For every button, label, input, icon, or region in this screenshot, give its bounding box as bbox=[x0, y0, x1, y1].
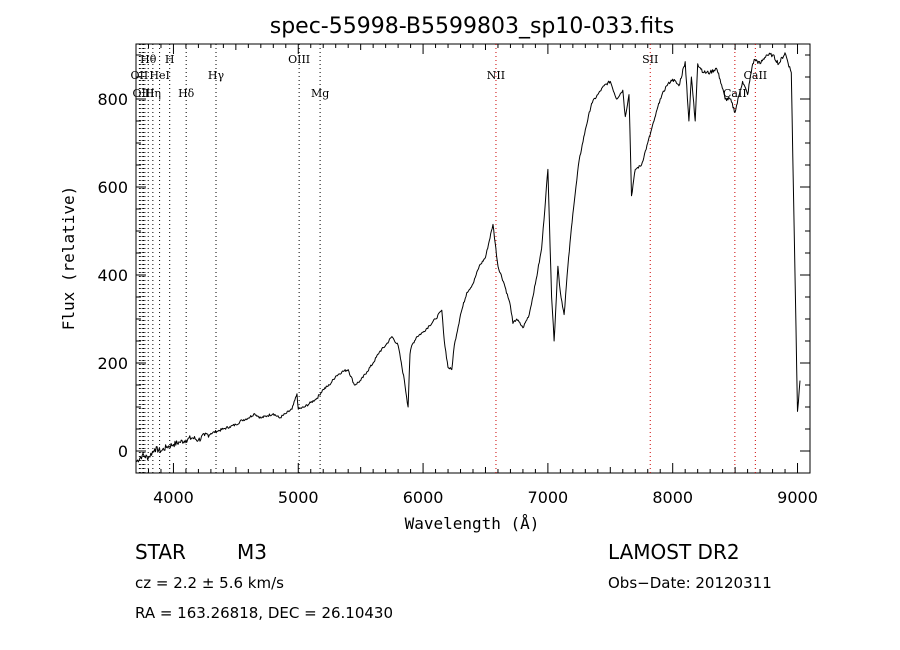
feature-label: NII bbox=[487, 69, 505, 82]
feature-label: Hθ bbox=[140, 53, 157, 66]
observation-date: Obs−Date: 20120311 bbox=[608, 574, 772, 592]
y-tick-label: 200 bbox=[97, 354, 128, 373]
feature-label: OIII bbox=[288, 53, 310, 66]
coordinates-readout: RA = 163.26818, DEC = 26.10430 bbox=[135, 604, 394, 622]
feature-label: Hη bbox=[145, 87, 161, 100]
x-tick-label: 9000 bbox=[777, 488, 818, 507]
y-axis-label: Flux (relative) bbox=[59, 186, 78, 331]
redshift-readout: cz = 2.2 ± 5.6 km/s bbox=[135, 574, 284, 592]
x-axis-label: Wavelength (Å) bbox=[405, 514, 540, 533]
plot-border bbox=[135, 43, 811, 474]
y-tick-label: 600 bbox=[97, 178, 128, 197]
x-tick-label: 7000 bbox=[528, 488, 569, 507]
object-class: STAR bbox=[135, 540, 186, 564]
x-axis-ticks: 4000 5000 6000 7000 8000 9000 bbox=[135, 44, 818, 507]
feature-label: HeI bbox=[149, 69, 169, 82]
feature-label: Hγ bbox=[208, 69, 225, 82]
feature-label: Hδ bbox=[178, 87, 195, 100]
feature-label: H bbox=[165, 53, 175, 66]
y-tick-label: 0 bbox=[118, 442, 128, 461]
feature-label: CaII bbox=[743, 69, 767, 82]
feature-label: OIII bbox=[132, 87, 154, 100]
spectrum-line bbox=[135, 52, 801, 463]
feature-label: SII bbox=[642, 53, 658, 66]
feature-label: CaII bbox=[723, 87, 747, 100]
y-tick-label: 400 bbox=[97, 266, 128, 285]
x-tick-label: 8000 bbox=[652, 488, 693, 507]
y-tick-label: 800 bbox=[97, 90, 128, 109]
survey-name: LAMOST DR2 bbox=[608, 540, 740, 564]
plot-frame bbox=[135, 43, 811, 474]
x-tick-label: 5000 bbox=[278, 488, 319, 507]
spectrum-series bbox=[135, 52, 801, 463]
object-subclass: M3 bbox=[237, 540, 267, 564]
feature-label: OII bbox=[131, 69, 149, 82]
feature-lines bbox=[135, 44, 756, 473]
feature-label: Mg bbox=[311, 87, 329, 100]
x-tick-label: 4000 bbox=[153, 488, 194, 507]
x-tick-label: 6000 bbox=[403, 488, 444, 507]
y-axis-ticks: 0 200 400 600 800 bbox=[97, 54, 810, 474]
chart-title: spec-55998-B5599803_sp10-033.fits bbox=[270, 14, 675, 39]
